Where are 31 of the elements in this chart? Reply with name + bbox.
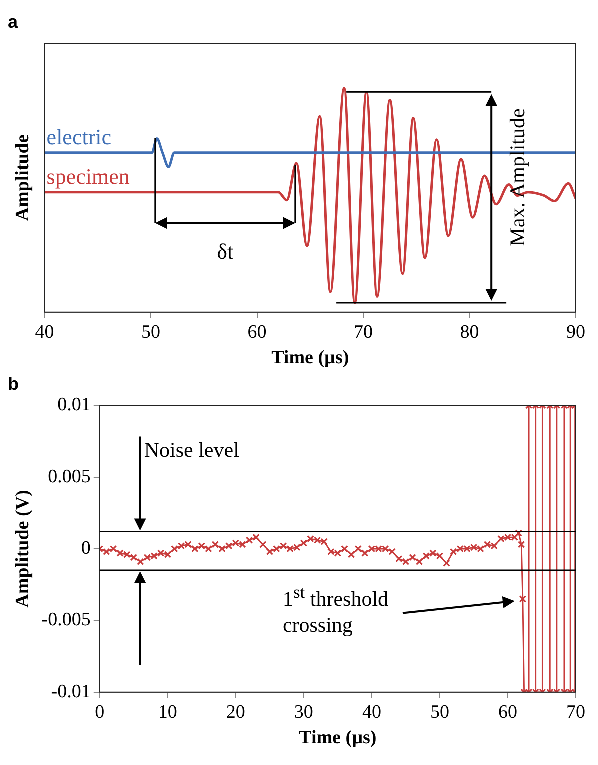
y-axis-title: Amplitude xyxy=(12,134,34,222)
annotation: Noise level xyxy=(144,438,240,463)
x-tick-label: 40 xyxy=(362,702,382,723)
x-tick-label: 20 xyxy=(226,702,246,723)
x-tick-label: 60 xyxy=(498,702,518,723)
x-axis-title: Time (µs) xyxy=(299,728,377,749)
x-tick-label: 90 xyxy=(566,322,586,343)
y-tick-label: 0.01 xyxy=(58,394,91,416)
y-tick-label: 0.005 xyxy=(48,466,91,488)
x-tick-label: 30 xyxy=(294,702,314,723)
annotation: 1$^{st}$ threshold crossing xyxy=(282,581,390,638)
x-tick-label: 80 xyxy=(460,322,480,343)
series-label: electric xyxy=(46,124,112,150)
y-axis-title: Amplitude (V) xyxy=(12,490,34,608)
series-label: specimen xyxy=(46,164,130,190)
annotation: Max. Amplitude xyxy=(505,108,530,248)
x-tick-label: 0 xyxy=(95,702,105,723)
x-tick-label: 40 xyxy=(35,322,54,343)
x-tick-label: 50 xyxy=(430,702,450,723)
x-tick-label: 10 xyxy=(158,702,178,723)
y-tick-label: -0.005 xyxy=(42,610,91,631)
x-tick-label: 70 xyxy=(354,322,374,343)
chart-title: a xyxy=(8,12,19,32)
annotation: δt xyxy=(216,239,235,266)
chart-title: b xyxy=(8,374,19,394)
y-tick-label: 0 xyxy=(81,538,91,559)
x-tick-label: 50 xyxy=(142,322,161,343)
x-axis-title: Time (µs) xyxy=(272,348,350,369)
y-tick-label: -0.01 xyxy=(51,681,91,702)
x-tick-label: 70 xyxy=(566,702,586,723)
x-tick-label: 60 xyxy=(248,322,267,343)
